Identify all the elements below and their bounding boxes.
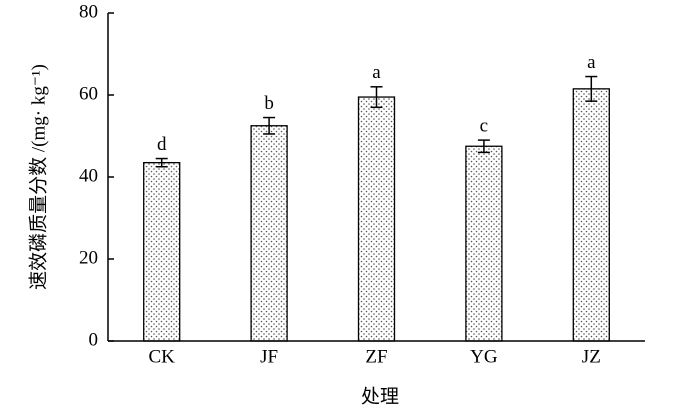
x-tick-label: JF — [260, 346, 278, 367]
bar — [250, 125, 288, 342]
y-tick-label: 40 — [79, 165, 98, 186]
significance-label: d — [157, 134, 167, 155]
x-tick-label: CK — [148, 346, 175, 367]
y-tick-label: 20 — [79, 247, 98, 268]
x-tick-label: JZ — [582, 346, 601, 367]
y-axis-label: 速效磷质量分数 /(mg· kg⁻¹) — [27, 64, 49, 290]
bar — [357, 96, 396, 342]
y-tick-label: 60 — [79, 83, 98, 104]
x-tick-label: YG — [470, 346, 498, 367]
significance-label: c — [480, 115, 488, 136]
x-axis-label: 处理 — [361, 385, 399, 407]
significance-label: a — [372, 62, 381, 83]
bar — [465, 145, 503, 342]
y-tick-label: 80 — [79, 1, 98, 22]
significance-label: b — [264, 93, 274, 114]
bar — [572, 88, 610, 342]
x-tick-label: ZF — [365, 346, 387, 367]
y-tick-label: 0 — [89, 329, 99, 350]
significance-label: a — [587, 52, 596, 73]
bar — [143, 161, 181, 342]
